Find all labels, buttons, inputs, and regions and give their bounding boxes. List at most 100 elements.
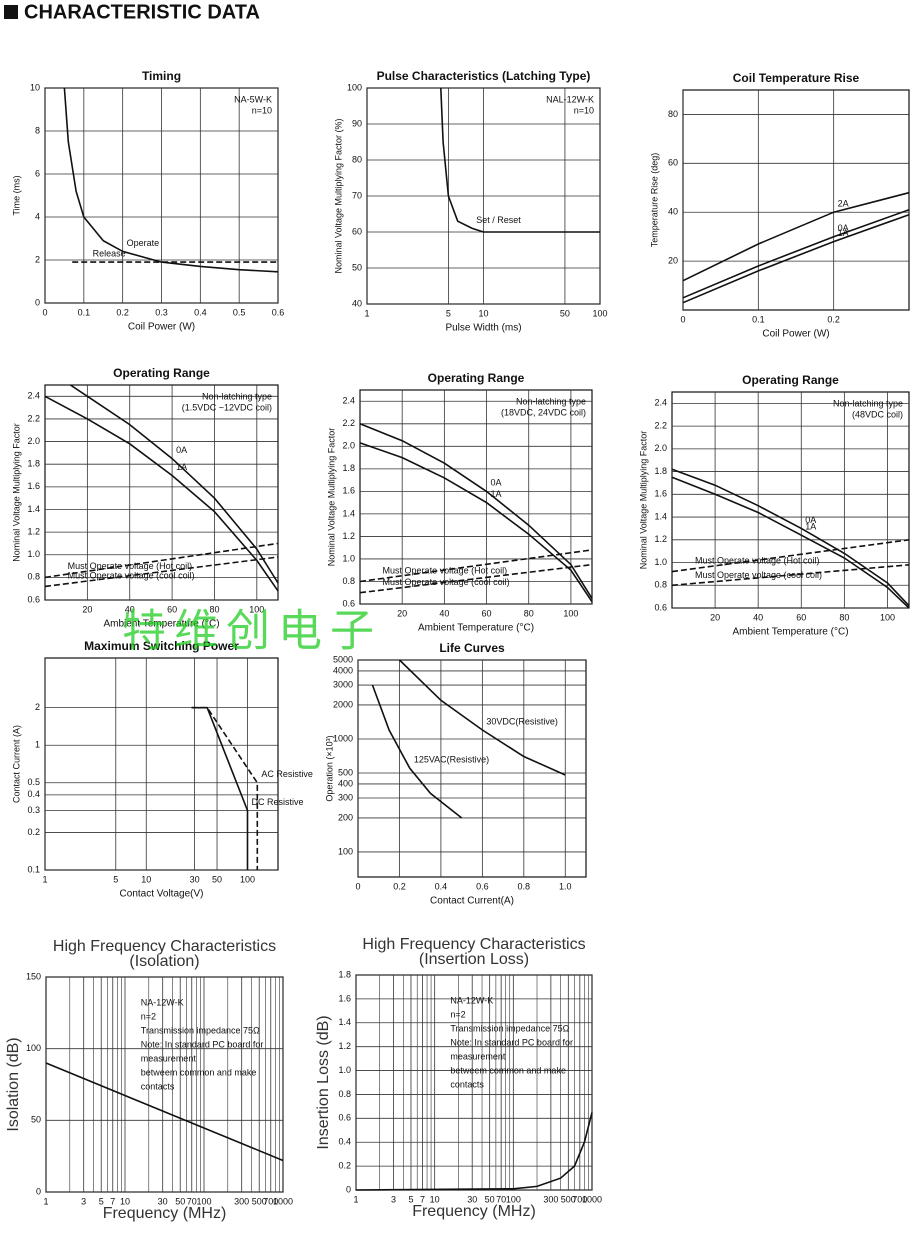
- page-header: CHARACTERISTIC DATA: [24, 1, 260, 23]
- x-tick-label: 60: [167, 604, 177, 614]
- x-tick-label: 0.4: [435, 881, 448, 891]
- series-line: [359, 563, 593, 594]
- y-tick-label: 1.8: [27, 459, 40, 469]
- annotation: betweem common and make: [450, 1065, 566, 1075]
- x-tick-label: 0.6: [476, 881, 489, 891]
- y-tick-label: 150: [26, 971, 41, 981]
- x-tick-label: 50: [175, 1196, 185, 1206]
- x-tick-label: 5: [99, 1196, 104, 1206]
- chart-title: Timing: [142, 69, 181, 83]
- y-tick-label: 80: [668, 109, 678, 119]
- y-tick-label: 4: [35, 211, 40, 221]
- x-tick-label: 1: [353, 1194, 358, 1204]
- y-tick-label: 1.8: [342, 463, 355, 473]
- annotation: contacts: [141, 1081, 175, 1091]
- annotation: measurement: [450, 1051, 506, 1061]
- y-tick-label: 2.4: [342, 396, 355, 406]
- plot-frame: [682, 89, 910, 311]
- x-tick-label: 500: [561, 1194, 576, 1204]
- annotation: Transmission impedance 75Ω: [141, 1025, 260, 1035]
- annotation: NAL-12W-K: [546, 94, 594, 104]
- annotation: Non-latching type: [833, 398, 903, 408]
- y-tick-label: 4000: [333, 665, 353, 675]
- x-tick-label: 300: [234, 1196, 249, 1206]
- y-tick-label: 2000: [333, 699, 353, 709]
- y-tick-label: 0.8: [27, 572, 40, 582]
- y-tick-label: 100: [26, 1043, 41, 1053]
- y-tick-label: 0.3: [27, 805, 40, 815]
- annotation: Non-latching type: [202, 391, 272, 401]
- x-tick-label: 10: [478, 308, 488, 318]
- y-tick-label: 200: [338, 812, 353, 822]
- y-tick-label: 1.2: [338, 1041, 351, 1051]
- x-tick-label: 20: [82, 604, 92, 614]
- y-tick-label: 70: [352, 190, 362, 200]
- y-tick-label: 2: [35, 254, 40, 264]
- chart-subtitle: (Isolation): [129, 953, 199, 970]
- x-axis-label: Ambient Temperature (°C): [418, 623, 534, 634]
- y-axis-label: Temperature Rise (deg): [649, 153, 659, 248]
- y-axis-label: Nominal Voltage Multiplying Factor: [638, 431, 648, 570]
- y-tick-label: 50: [352, 262, 362, 272]
- y-tick-label: 100: [347, 82, 362, 92]
- series-line: [682, 213, 910, 304]
- y-tick-label: 0.6: [654, 602, 667, 612]
- x-tick-label: 70: [187, 1196, 197, 1206]
- x-tick-label: 0: [42, 307, 47, 317]
- y-tick-label: 1.6: [27, 481, 40, 491]
- annotation: Transmission impedance 75Ω: [450, 1023, 569, 1033]
- x-tick-label: 100: [506, 1194, 521, 1204]
- y-tick-label: 1.8: [654, 466, 667, 476]
- series-label: AC Resistive: [261, 769, 313, 779]
- x-tick-label: 10: [141, 874, 151, 884]
- series-line: [44, 542, 279, 579]
- y-axis-label: Operation (×10³): [324, 735, 334, 801]
- y-tick-label: 80: [352, 154, 362, 164]
- y-tick-label: 0.8: [654, 580, 667, 590]
- x-tick-label: 1: [42, 874, 47, 884]
- series-line: [398, 659, 566, 776]
- annotation: Non-latching type: [516, 396, 586, 406]
- series-label: 1A: [838, 228, 849, 238]
- y-tick-label: 2.0: [342, 441, 355, 451]
- x-axis-label: Coil Power (W): [762, 329, 829, 340]
- y-tick-label: 1.2: [654, 534, 667, 544]
- x-axis-label: Contact Voltage(V): [120, 889, 204, 900]
- x-tick-label: 3: [391, 1194, 396, 1204]
- x-tick-label: 100: [196, 1196, 211, 1206]
- x-axis-label: Ambient Temperature (°C): [103, 619, 219, 630]
- y-tick-label: 2: [35, 702, 40, 712]
- x-tick-label: 50: [560, 308, 570, 318]
- x-tick-label: 1: [364, 308, 369, 318]
- series-label: DC Resistive: [252, 797, 304, 807]
- x-tick-label: 10: [430, 1194, 440, 1204]
- x-tick-label: 30: [190, 874, 200, 884]
- series-line: [69, 384, 279, 584]
- y-axis-label: Isolation (dB): [5, 1037, 22, 1131]
- y-tick-label: 0.8: [338, 1089, 351, 1099]
- series-label: Release: [93, 249, 126, 259]
- x-tick-label: 20: [397, 608, 407, 618]
- y-tick-label: 0.2: [27, 827, 40, 837]
- y-axis-label: Nominal Voltage Multiplying Factor (%): [333, 118, 343, 273]
- chart-title: Pulse Characteristics (Latching Type): [377, 69, 591, 83]
- x-tick-label: 7: [110, 1196, 115, 1206]
- y-tick-label: 1.2: [27, 526, 40, 536]
- y-tick-label: 1: [35, 740, 40, 750]
- series-line: [359, 442, 593, 603]
- y-tick-label: 0.6: [342, 598, 355, 608]
- x-tick-label: 30: [467, 1194, 477, 1204]
- series-label: Must Operate voltage (cool coil): [695, 570, 822, 580]
- y-tick-label: 1.4: [654, 511, 667, 521]
- x-tick-label: 0: [680, 314, 685, 324]
- annotation: n=2: [450, 1009, 465, 1019]
- series-line: [682, 191, 910, 282]
- x-tick-label: 0.2: [393, 881, 406, 891]
- x-tick-label: 100: [880, 612, 895, 622]
- y-axis-label: Nominal Voltage Multiplying Factor: [326, 428, 336, 567]
- x-tick-label: 0.1: [78, 307, 91, 317]
- y-tick-label: 1.6: [342, 486, 355, 496]
- series-label: Set / Reset: [476, 215, 521, 225]
- series-label: Must Operate voltage (cool coil): [383, 577, 510, 587]
- y-tick-label: 60: [352, 226, 362, 236]
